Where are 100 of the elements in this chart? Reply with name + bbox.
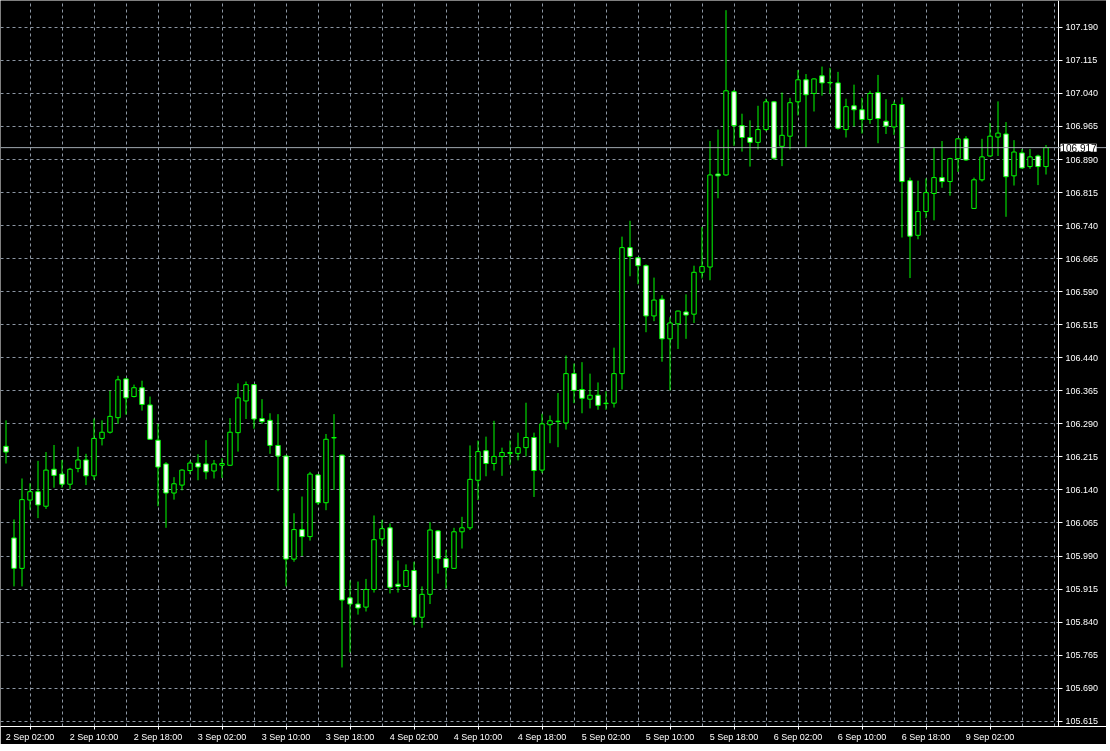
candlestick <box>211 459 217 479</box>
candlestick <box>851 84 857 127</box>
x-tick-label: 9 Sep 02:00 <box>965 731 1015 742</box>
candlestick <box>675 310 681 350</box>
candlestick <box>275 413 281 492</box>
candlestick <box>499 447 505 477</box>
y-tick-label: 106.065 <box>1065 517 1099 528</box>
y-tick-label: 106.740 <box>1065 220 1099 231</box>
y-tick-label: 105.765 <box>1065 650 1099 661</box>
candlestick <box>355 581 361 616</box>
candlestick <box>331 413 337 491</box>
candlestick <box>739 113 745 153</box>
candlestick <box>747 119 753 168</box>
candlestick <box>403 563 409 588</box>
y-tick-label: 106.140 <box>1065 484 1099 495</box>
candlestick <box>379 519 385 547</box>
x-tick-label: 4 Sep 18:00 <box>517 731 567 742</box>
y-tick-label: 105.615 <box>1065 716 1099 727</box>
candlestick <box>67 467 73 490</box>
candlestick <box>995 100 1001 157</box>
candlestick <box>491 420 497 472</box>
candlestick <box>515 432 521 461</box>
x-tick-label: 4 Sep 10:00 <box>453 731 503 742</box>
candlestick <box>979 138 985 183</box>
candlestick <box>931 147 937 221</box>
candlestick <box>75 446 81 473</box>
candlestick <box>859 97 865 135</box>
y-tick-label: 106.365 <box>1065 385 1099 396</box>
candlestick <box>123 377 129 416</box>
x-tick-label: 3 Sep 02:00 <box>197 731 247 742</box>
x-tick-label: 5 Sep 10:00 <box>645 731 695 742</box>
candlestick <box>107 390 113 435</box>
candlestick <box>795 69 801 116</box>
candlestick <box>3 419 9 464</box>
x-tick-label: 5 Sep 18:00 <box>709 731 759 742</box>
candlestick <box>195 453 201 481</box>
candlestick <box>507 440 513 466</box>
candlestick <box>363 578 369 613</box>
x-tick-label: 3 Sep 10:00 <box>261 731 311 742</box>
candlestick <box>1011 139 1017 187</box>
y-tick-label: 105.915 <box>1065 584 1099 595</box>
candlestick <box>603 390 609 411</box>
candlestick <box>51 444 57 489</box>
candlestick <box>35 460 41 519</box>
candlestick <box>939 140 945 189</box>
x-tick-label: 2 Sep 18:00 <box>133 731 183 742</box>
candlestick <box>923 177 929 219</box>
candlestick <box>523 402 529 457</box>
y-tick-label: 106.890 <box>1065 154 1099 165</box>
y-tick-label: 106.815 <box>1065 187 1099 198</box>
candlestick <box>651 277 657 322</box>
candlestick <box>827 67 833 95</box>
candlestick <box>947 157 953 197</box>
candlestick <box>299 496 305 557</box>
candlestick <box>59 459 65 489</box>
candlestick <box>891 100 897 136</box>
x-tick-label: 6 Sep 02:00 <box>773 731 823 742</box>
candlestick <box>955 137 961 173</box>
candlestick <box>483 436 489 477</box>
x-tick-label: 4 Sep 02:00 <box>389 731 439 742</box>
y-tick-label: 106.215 <box>1065 451 1099 462</box>
candlestick <box>915 180 921 240</box>
candlestick <box>699 226 705 279</box>
candlestick <box>683 293 689 340</box>
candlestick <box>1019 148 1025 170</box>
candlestick <box>99 419 105 446</box>
candlestick <box>419 585 425 629</box>
candlestick <box>587 373 593 409</box>
candlestick <box>843 98 849 139</box>
candlestick <box>259 398 265 425</box>
candlestick <box>627 220 633 277</box>
candlestick <box>1027 148 1033 170</box>
y-tick-label: 105.690 <box>1065 683 1099 694</box>
x-tick-label: 2 Sep 10:00 <box>69 731 119 742</box>
x-tick-label: 6 Sep 10:00 <box>837 731 887 742</box>
y-tick-label: 106.290 <box>1065 418 1099 429</box>
y-tick-label: 107.190 <box>1065 22 1099 33</box>
candlestick <box>171 476 177 501</box>
candlestick <box>571 363 577 404</box>
candlestick <box>595 381 601 411</box>
y-tick-label: 106.515 <box>1065 319 1099 330</box>
candlestick <box>179 468 185 491</box>
y-tick-label: 106.440 <box>1065 352 1099 363</box>
candlestick <box>667 316 673 391</box>
y-tick-label: 106.590 <box>1065 286 1099 297</box>
x-tick-label: 6 Sep 18:00 <box>901 731 951 742</box>
candlestick <box>987 122 993 157</box>
candlestick <box>219 457 225 479</box>
candlestick <box>27 482 33 511</box>
candlestick <box>83 453 89 486</box>
x-tick-label: 5 Sep 02:00 <box>581 731 631 742</box>
candlestick <box>819 66 825 97</box>
candlestick <box>395 559 401 594</box>
y-tick-label: 105.840 <box>1065 617 1099 628</box>
candlestick <box>883 98 889 135</box>
candlestick <box>139 380 145 412</box>
candlestick <box>755 105 761 150</box>
candlestick <box>715 129 721 199</box>
candlestick <box>803 73 809 148</box>
candlestick <box>203 439 209 480</box>
